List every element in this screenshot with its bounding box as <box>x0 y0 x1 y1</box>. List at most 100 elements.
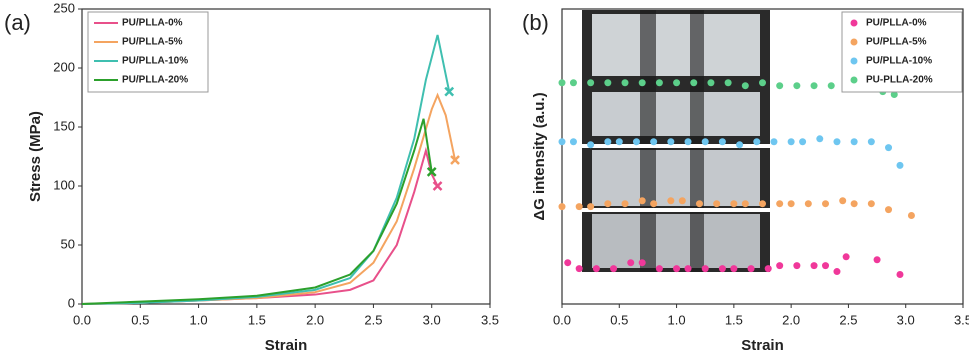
scatter-point <box>673 265 681 273</box>
scatter-point <box>822 200 830 208</box>
x-tick-label: 3.0 <box>897 312 915 327</box>
photo-divider <box>560 144 770 148</box>
x-tick-label: 0.5 <box>131 312 149 327</box>
scatter-point <box>885 206 893 214</box>
scatter-point <box>787 138 795 146</box>
scatter-point <box>655 79 663 87</box>
plot-frame <box>561 8 964 305</box>
scatter-point <box>638 197 646 205</box>
scatter-point <box>638 259 646 267</box>
legend-swatch <box>850 19 858 27</box>
photo-strip <box>592 14 760 76</box>
x-tick-label: 2.5 <box>839 312 857 327</box>
y-tick-label: 0 <box>68 295 75 310</box>
legend-label: PU/PLLA-5% <box>122 37 183 48</box>
scatter-point <box>701 265 709 273</box>
scatter-point <box>632 138 640 146</box>
break-marker <box>450 155 460 165</box>
scatter-point <box>896 161 904 169</box>
scatter-point <box>730 265 738 273</box>
y-tick-label: 50 <box>61 236 75 251</box>
scatter-point <box>718 265 726 273</box>
legend-label: PU-PLLA-20% <box>866 75 933 86</box>
scatter-point <box>713 200 721 208</box>
legend-swatch <box>850 76 858 84</box>
scatter-point <box>776 200 784 208</box>
scatter-point <box>707 79 715 87</box>
scatter-point <box>764 265 772 273</box>
scatter-point <box>759 200 766 208</box>
legend-label: PU/PLLA-20% <box>122 75 188 86</box>
scatter-point <box>793 262 801 270</box>
y-axis-title: Stress (MPa) <box>27 111 44 202</box>
x-tick-label: 0.0 <box>73 312 91 327</box>
scatter-point <box>873 256 881 264</box>
scatter-point <box>718 138 726 146</box>
y-axis-title: ΔG intensity (a.u.) <box>531 92 548 220</box>
scatter-point <box>569 79 577 87</box>
photo-strip <box>592 92 760 136</box>
scatter-point <box>684 265 692 273</box>
series-line <box>81 34 451 305</box>
scatter-point <box>827 82 835 90</box>
scatter-point <box>564 259 572 267</box>
scatter-point <box>558 203 566 211</box>
scatter-point <box>673 79 681 87</box>
x-tick-label: 1.5 <box>725 312 743 327</box>
x-tick-label: 0.0 <box>553 312 571 327</box>
legend-label: PU/PLLA-10% <box>122 56 188 67</box>
scatter-point <box>793 82 801 90</box>
scatter-point <box>810 262 818 270</box>
photo-strip <box>592 214 760 268</box>
scatter-point <box>667 138 675 146</box>
photo-divider <box>560 208 770 212</box>
scatter-point <box>850 200 858 208</box>
scatter-point <box>575 265 583 273</box>
scatter-point <box>867 138 875 146</box>
scatter-point <box>587 79 595 87</box>
scatter-point <box>822 262 830 270</box>
x-tick-label: 3.0 <box>423 312 441 327</box>
scatter-point <box>839 197 847 205</box>
legend-swatch <box>850 57 858 65</box>
scatter-point <box>650 138 658 146</box>
panel-label: (a) <box>4 10 31 35</box>
scatter-point <box>615 138 623 146</box>
legend-box <box>841 11 963 93</box>
y-tick-label: 100 <box>53 177 75 192</box>
plot-frame <box>81 8 491 305</box>
scatter-point <box>810 82 818 90</box>
x-axis-title: Strain <box>741 337 784 354</box>
scatter-point <box>885 144 893 152</box>
scatter-point <box>776 262 784 270</box>
scatter-point <box>770 138 778 146</box>
legend-label: PU/PLLA-5% <box>866 37 927 48</box>
legend-label: PU/PLLA-0% <box>866 18 927 29</box>
scatter-point <box>684 138 692 146</box>
scatter-point <box>776 82 784 90</box>
scatter-point <box>569 138 577 146</box>
legend-box <box>87 11 209 93</box>
scatter-point <box>592 265 600 273</box>
scatter-point <box>724 79 732 87</box>
scatter-point <box>690 79 698 87</box>
series-line <box>81 118 433 305</box>
scatter-point <box>787 200 795 208</box>
scatter-point <box>678 197 686 205</box>
x-tick-label: 2.0 <box>306 312 324 327</box>
scatter-point <box>896 271 904 278</box>
break-marker <box>426 166 437 177</box>
x-tick-label: 2.5 <box>364 312 382 327</box>
x-tick-label: 2.0 <box>782 312 800 327</box>
photo-inset <box>560 10 770 272</box>
x-tick-label: 1.5 <box>248 312 266 327</box>
scatter-point <box>759 79 766 87</box>
legend-label: PU/PLLA-0% <box>122 18 183 29</box>
scatter-point <box>610 265 618 273</box>
scatter-point <box>604 79 612 87</box>
x-tick-label: 0.5 <box>610 312 628 327</box>
scatter-point <box>638 79 646 87</box>
panel-label: (b) <box>522 10 549 35</box>
legend-label: PU/PLLA-10% <box>866 56 932 67</box>
scatter-point <box>650 200 658 208</box>
